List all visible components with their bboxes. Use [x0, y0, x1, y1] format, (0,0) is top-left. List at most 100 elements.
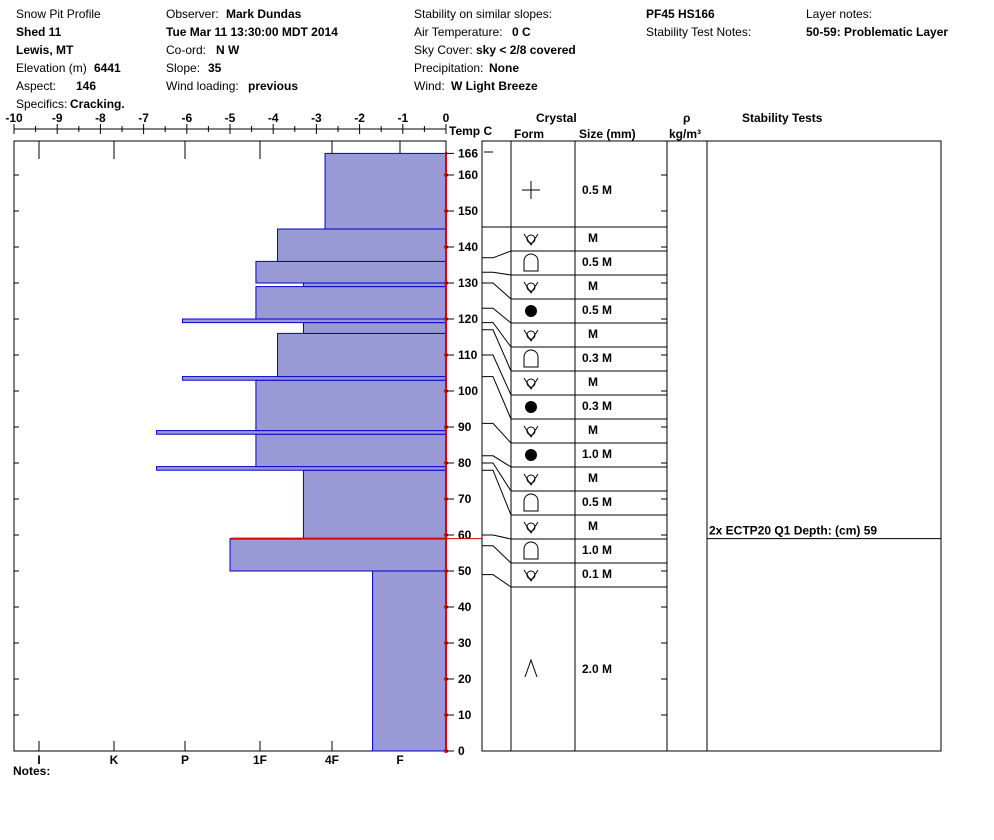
- height-tick-label: 50: [458, 564, 472, 578]
- wind-loading-label: Wind loading:: [166, 79, 239, 93]
- layer-size: 0.5 M: [582, 303, 612, 317]
- layer-size: M: [588, 375, 598, 389]
- height-tick-label: 110: [458, 348, 478, 362]
- height-tick-label: 166: [458, 146, 478, 160]
- hardness-label: K: [110, 753, 119, 767]
- precip-value: None: [489, 61, 519, 75]
- faceted-rounded-icon: [523, 377, 539, 390]
- hardness-bar: [181, 318, 447, 324]
- layer-connector: [482, 469, 512, 516]
- height-tick-label: 60: [458, 528, 472, 542]
- temp-tick-label: -10: [5, 111, 23, 125]
- temp-tick-label: -6: [181, 111, 192, 125]
- depth-hoar-icon: [523, 541, 539, 560]
- faceted-rounded-icon: [526, 234, 536, 244]
- hardness-label: 1F: [253, 753, 267, 767]
- stability-header: Stability Tests: [742, 111, 823, 125]
- faceted-rounded-icon: [526, 522, 536, 532]
- air-temp-label: Air Temperature:: [414, 25, 503, 39]
- notes-label: Notes:: [13, 764, 51, 778]
- rho-header: ρ: [683, 111, 690, 125]
- aspect-label: Aspect:: [16, 79, 57, 93]
- layer-connector: [482, 322, 512, 348]
- faceted-rounded-icon: [526, 378, 536, 388]
- layer-connector: [482, 574, 512, 588]
- layer-notes-label: Layer notes:: [806, 7, 873, 21]
- height-tick-label: 30: [458, 636, 472, 650]
- melt-form-icon: [525, 449, 537, 461]
- temp-tick-label: -8: [95, 111, 106, 125]
- aspect-value: 146: [76, 79, 97, 93]
- height-tick-label: 140: [458, 240, 478, 254]
- height-tick-label: 90: [458, 420, 472, 434]
- layer-size: M: [588, 327, 598, 341]
- height-tick-label: 160: [458, 168, 478, 182]
- height-tick-label: 0: [458, 744, 465, 758]
- layer-notes-value: 50-59: Problematic Layer: [806, 25, 949, 39]
- faceted-rounded-icon: [526, 474, 536, 484]
- layer-connector: [482, 545, 512, 564]
- layer-size: 0.3 M: [582, 351, 612, 365]
- surface-hoar-icon: [524, 658, 538, 678]
- slope-label: Slope:: [166, 61, 201, 75]
- layer-connector: [482, 462, 512, 492]
- coord-value: N W: [216, 43, 240, 57]
- temp-tick-label: -4: [268, 111, 279, 125]
- hardness-bar: [302, 469, 447, 540]
- hardness-bar: [229, 538, 447, 572]
- faceted-rounded-icon: [523, 425, 539, 438]
- observer-label: Observer:: [166, 7, 219, 21]
- temp-tick-label: -1: [397, 111, 408, 125]
- observer-value: Mark Dundas: [226, 7, 302, 21]
- hardness-bar: [324, 152, 447, 230]
- layer-connector: [482, 354, 512, 396]
- layer-size: 1.0 M: [582, 447, 612, 461]
- layer-size: M: [588, 471, 598, 485]
- layer-size: 0.5 M: [582, 183, 612, 197]
- hardness-label: F: [396, 753, 403, 767]
- rho-units-header: kg/m³: [669, 127, 701, 141]
- hardness-label: 4F: [325, 753, 339, 767]
- faceted-rounded-icon: [526, 426, 536, 436]
- depth-hoar-icon: [523, 253, 539, 272]
- hardness-bar: [277, 228, 447, 262]
- layer-connector: [482, 307, 512, 324]
- faceted-rounded-icon: [523, 329, 539, 342]
- hardness-bar: [302, 322, 447, 334]
- temp-tick-label: 0: [443, 111, 450, 125]
- faceted-rounded-icon: [526, 570, 536, 580]
- observation-datetime: Tue Mar 11 13:30:00 MDT 2014: [166, 25, 338, 39]
- specifics-label: Specifics:: [16, 97, 68, 111]
- layer-table-frame: [481, 140, 942, 752]
- temp-tick-label: -3: [311, 111, 322, 125]
- hardness-bar: [156, 466, 447, 471]
- melt-form-icon: [525, 401, 537, 413]
- slope-value: 35: [208, 61, 222, 75]
- temp-tick-label: -7: [138, 111, 149, 125]
- coord-label: Co-ord:: [166, 43, 207, 57]
- height-tick-label: 20: [458, 672, 472, 686]
- layer-size: M: [588, 279, 598, 293]
- hardness-bar: [372, 570, 447, 752]
- hardness-bar: [255, 379, 447, 432]
- stability-similar-label: Stability on similar slopes:: [414, 7, 553, 21]
- layer-connector: [482, 376, 512, 420]
- layer-connector: [482, 250, 512, 259]
- height-tick-label: 120: [458, 312, 478, 326]
- wind-label: Wind:: [414, 79, 445, 93]
- layer-size: 0.3 M: [582, 399, 612, 413]
- layer-size: 0.5 M: [582, 495, 612, 509]
- hardness-bar: [181, 376, 447, 381]
- hardness-bar: [255, 260, 447, 284]
- specifics-value: Cracking.: [70, 97, 125, 111]
- layer-connector: [482, 329, 512, 372]
- height-tick-label: 130: [458, 276, 478, 290]
- air-temp-value: 0 C: [512, 25, 531, 39]
- region-name: Lewis, MT: [16, 43, 74, 57]
- sky-cover-label: Sky Cover:: [414, 43, 473, 57]
- layer-size: M: [588, 519, 598, 533]
- faceted-rounded-icon: [526, 330, 536, 340]
- hardness-bar: [255, 433, 447, 468]
- height-tick-label: 10: [458, 708, 472, 722]
